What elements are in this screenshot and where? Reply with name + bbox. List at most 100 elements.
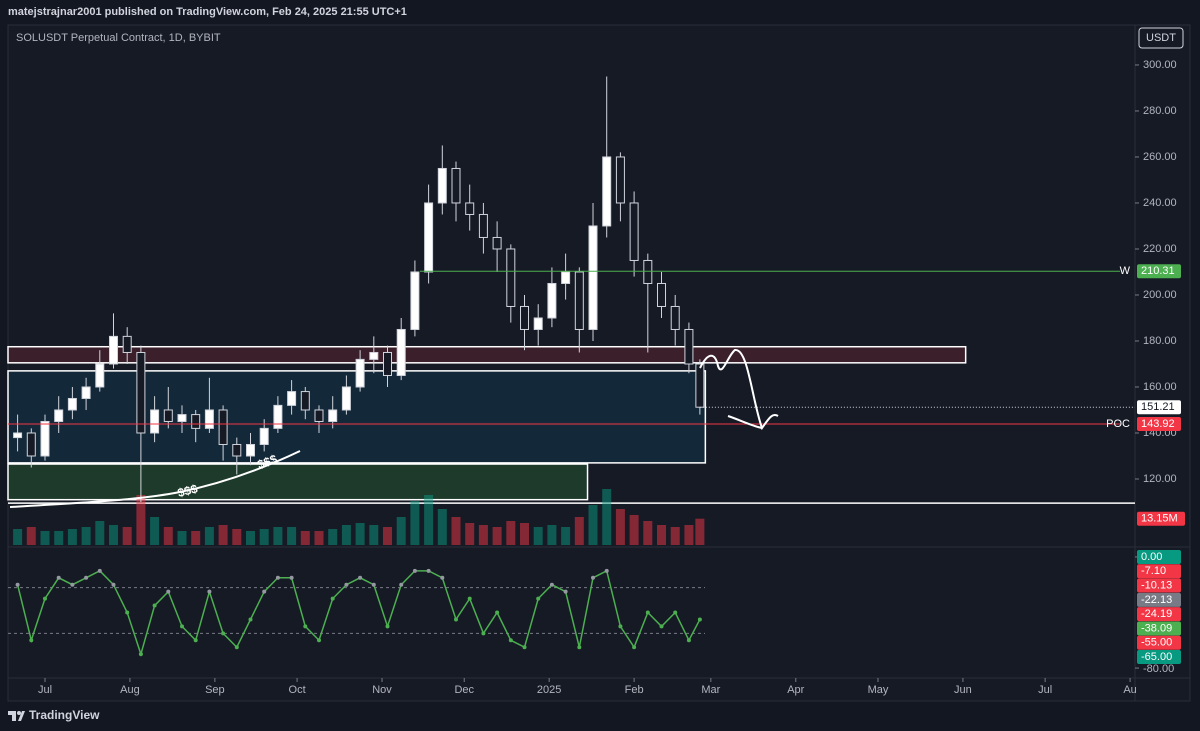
oscillator-dot	[207, 589, 212, 594]
candle-body	[67, 397, 77, 411]
oscillator-dot	[659, 624, 664, 629]
brand: TradingView	[29, 708, 100, 722]
candle-body	[410, 271, 420, 330]
x-tick-label: Jun	[954, 684, 972, 696]
volume-bar	[670, 527, 680, 545]
oscillator-dot	[697, 617, 702, 622]
osc-badge-label: -7.10	[1141, 565, 1166, 577]
oscillator-dot	[303, 624, 308, 629]
candle-body	[451, 167, 461, 204]
hand-drawings	[9, 349, 779, 508]
volume-bar	[108, 525, 118, 545]
price-badge-label: 143.92	[1141, 418, 1175, 430]
candle-body	[40, 420, 50, 457]
candle-body	[177, 414, 187, 422]
candle-body	[369, 351, 379, 360]
oscillator-dot	[56, 575, 61, 580]
price-line-label: POC	[1106, 418, 1130, 430]
candle-body	[670, 305, 680, 330]
oscillator-dot	[97, 568, 102, 573]
y-tick-label: 300.00	[1143, 59, 1177, 71]
candle-body	[574, 271, 584, 330]
oscillator-dot	[549, 582, 554, 587]
volume-bar	[191, 531, 201, 545]
candle-body	[629, 202, 639, 261]
candle-body	[300, 391, 310, 411]
y-tick-label: 240.00	[1143, 197, 1177, 209]
osc-tick-label: -80.00	[1143, 663, 1174, 675]
price-badge-label: 210.31	[1141, 265, 1175, 277]
volume-bar	[341, 525, 351, 545]
volume-bar	[533, 527, 543, 545]
osc-badge	[1137, 650, 1181, 665]
volume-bar	[81, 527, 91, 545]
last-price-label: 151.21	[1141, 401, 1175, 413]
oscillator-dot	[399, 582, 404, 587]
volume-bar	[67, 529, 77, 545]
volume-bar	[643, 521, 653, 545]
volume-bar	[232, 529, 242, 545]
oscillator-dot	[344, 582, 349, 587]
osc-badge-label: -65.00	[1141, 651, 1172, 663]
price-line-label: W	[1120, 265, 1131, 277]
oscillator-dot	[152, 603, 157, 608]
trend-line	[9, 450, 301, 508]
candle-body	[287, 391, 297, 406]
volume-bar	[150, 517, 160, 545]
candle-body	[547, 282, 557, 319]
volume-bar	[547, 525, 557, 545]
oscillator-dot	[15, 582, 20, 587]
x-tick-label: Sep	[205, 684, 225, 696]
volume-bar	[478, 525, 488, 545]
volume-bar	[602, 489, 612, 545]
oscillator-dot	[686, 638, 691, 643]
volume-bar	[410, 501, 420, 545]
chart-title: SOLUSDT Perpetual Contract, 1D, BYBIT	[16, 32, 221, 44]
oscillator-dot	[70, 582, 75, 587]
publisher: matejstrajnar2001 published on TradingVi…	[8, 6, 407, 18]
oscillator-dot	[632, 645, 637, 650]
oscillator-dot	[522, 645, 527, 650]
oscillator-dot	[234, 645, 239, 650]
candle-body	[437, 167, 447, 204]
volume-bar	[95, 521, 105, 545]
candle-body	[396, 328, 406, 376]
oscillator-dot	[221, 631, 226, 636]
candle-body	[245, 443, 255, 457]
candle-body	[204, 409, 214, 429]
volume-bar	[588, 505, 598, 545]
volume-bar	[122, 527, 132, 545]
x-tick-label: Jul	[38, 684, 52, 696]
candle-body	[533, 317, 543, 330]
oscillator-dot	[289, 575, 294, 580]
candle-body	[273, 404, 283, 429]
volume-bar	[520, 523, 530, 545]
oscillator-dot	[358, 575, 363, 580]
y-tick-label: 160.00	[1143, 381, 1177, 393]
oscillator-dot	[481, 631, 486, 636]
oscillator-dot	[330, 596, 335, 601]
last-price-badge	[1137, 400, 1181, 415]
oscillator-dot	[618, 624, 623, 629]
volume-bar	[314, 531, 324, 545]
candle-body	[136, 351, 146, 434]
volume-bar	[684, 525, 694, 545]
candle-body	[465, 202, 475, 215]
volume-bar	[615, 509, 625, 545]
currency-button[interactable]	[1138, 27, 1184, 49]
volume-bar	[40, 531, 50, 545]
currency-label[interactable]: USDT	[1146, 32, 1176, 44]
candle-body	[108, 335, 118, 365]
osc-badge	[1137, 564, 1181, 579]
osc-badge-label: -55.00	[1141, 637, 1172, 649]
plot: 120.00140.00160.00180.00200.00220.00240.…	[7, 59, 1185, 696]
volume-bar	[492, 527, 502, 545]
volume-bar	[328, 529, 338, 545]
candle-body	[424, 202, 434, 273]
oscillator-dot	[111, 582, 116, 587]
volume-bar	[657, 525, 667, 545]
volume-bar	[695, 518, 705, 545]
volume-bar	[136, 495, 146, 545]
oscillator-dot	[166, 589, 171, 594]
